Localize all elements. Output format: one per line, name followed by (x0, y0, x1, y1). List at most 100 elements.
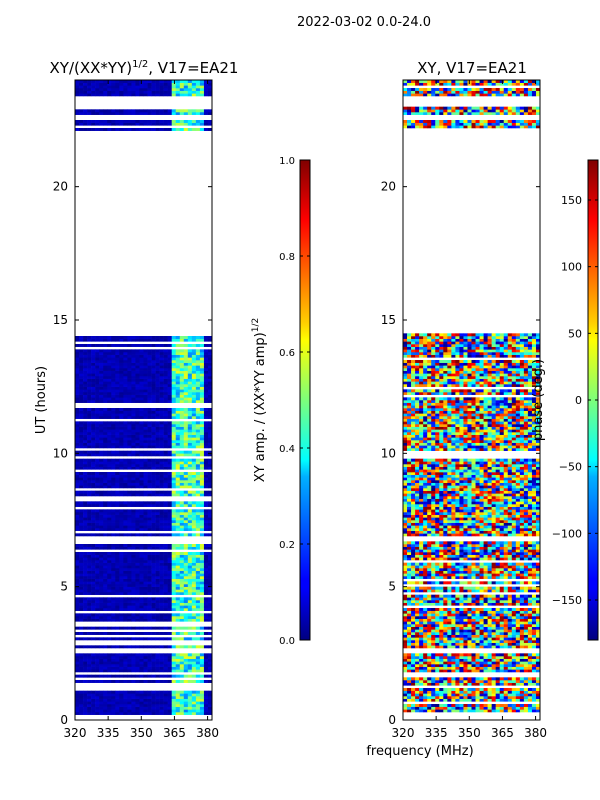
heatmap-cell (123, 392, 128, 395)
heatmap-cell (127, 466, 132, 470)
heatmap-cell (483, 698, 488, 702)
heatmap-cell (195, 520, 201, 523)
heatmap-cell (87, 570, 92, 574)
heatmap-cell (123, 514, 128, 518)
heatmap-cell (119, 602, 124, 606)
heatmap-cell (467, 642, 472, 646)
heatmap-cell (519, 696, 525, 699)
heatmap-cell (199, 666, 205, 670)
heatmap-cell (423, 632, 428, 635)
heatmap-cell (171, 546, 177, 550)
heatmap-cell (195, 82, 201, 86)
heatmap-cell (507, 698, 513, 702)
heatmap-cell (199, 602, 205, 606)
heatmap-cell (175, 349, 181, 353)
heatmap-cell (95, 466, 100, 470)
heatmap-cell (155, 562, 160, 566)
heatmap-cell (75, 354, 80, 358)
heatmap-cell (91, 512, 96, 515)
heatmap-cell (407, 669, 412, 673)
heatmap-cell (107, 474, 112, 478)
heatmap-cell (191, 557, 197, 561)
heatmap-cell (127, 485, 132, 489)
heatmap-cell (115, 552, 120, 555)
heatmap-cell (479, 658, 484, 662)
heatmap-cell (419, 706, 424, 710)
heatmap-cell (183, 576, 189, 579)
heatmap-cell (103, 413, 108, 417)
heatmap-cell (79, 80, 84, 83)
heatmap-cell (183, 354, 189, 358)
heatmap-cell (103, 704, 108, 707)
heatmap-cell (411, 698, 416, 702)
heatmap-cell (195, 472, 201, 475)
heatmap-cell (155, 589, 160, 593)
heatmap-cell (455, 634, 460, 638)
heatmap-cell (119, 82, 124, 86)
heatmap-cell (207, 552, 212, 555)
heatmap-cell (123, 578, 128, 582)
heatmap-cell (511, 637, 517, 641)
heatmap-cell (435, 653, 440, 657)
heatmap-cell (151, 93, 156, 97)
heatmap-cell (75, 464, 80, 467)
heatmap-cell (435, 642, 440, 646)
heatmap-cell (147, 440, 152, 443)
heatmap-cell (75, 450, 80, 454)
heatmap-cell (523, 640, 529, 643)
heatmap-cell (435, 637, 440, 641)
heatmap-cell (111, 533, 116, 537)
heatmap-cell (83, 336, 88, 339)
heatmap-cell (135, 376, 140, 379)
heatmap-cell (159, 645, 164, 649)
amplitude-colorbar-label: XY amp. / (XX*YY amp)1/2 (251, 318, 268, 482)
heatmap-cell (503, 632, 509, 635)
heatmap-cell (447, 634, 452, 638)
heatmap-cell (91, 445, 96, 449)
heatmap-cell (471, 634, 476, 638)
heatmap-cell (163, 701, 168, 705)
heatmap-cell (147, 608, 152, 611)
heatmap-cell (159, 509, 164, 513)
heatmap-cell (163, 336, 168, 339)
heatmap-cell (515, 680, 521, 683)
heatmap-cell (147, 410, 152, 414)
heatmap-cell (499, 658, 505, 662)
heatmap-cell (199, 458, 205, 462)
heatmap-cell (135, 528, 140, 531)
heatmap-cell (119, 437, 124, 441)
heatmap-cell (499, 653, 505, 657)
heatmap-cell (159, 493, 164, 497)
y-tick-label: 0 (60, 713, 68, 727)
heatmap-cell (199, 413, 205, 417)
heatmap-cell (143, 376, 148, 379)
heatmap-cell (203, 626, 209, 630)
heatmap-cell (115, 573, 120, 577)
heatmap-cell (111, 704, 116, 707)
heatmap-cell (167, 392, 173, 395)
heatmap-cell (187, 416, 193, 419)
heatmap-cell (111, 706, 116, 710)
heatmap-cell (487, 653, 492, 657)
heatmap-cell (179, 336, 185, 339)
heatmap-cell (95, 434, 100, 438)
heatmap-cell (87, 517, 92, 521)
heatmap-cell (171, 581, 177, 585)
heatmap-cell (131, 109, 136, 113)
heatmap-cell (139, 706, 144, 710)
heatmap-cell (107, 109, 112, 113)
heatmap-cell (175, 560, 181, 563)
heatmap-cell (187, 589, 193, 593)
heatmap-cell (127, 626, 132, 630)
heatmap-cell (179, 589, 185, 593)
heatmap-cell (95, 357, 100, 361)
heatmap-cell (119, 568, 124, 571)
heatmap-cell (143, 568, 148, 571)
heatmap-cell (119, 570, 124, 574)
heatmap-cell (75, 373, 80, 377)
heatmap-cell (135, 472, 140, 475)
heatmap-cell (147, 453, 152, 457)
heatmap-cell (103, 450, 108, 454)
heatmap-cell (95, 93, 100, 97)
heatmap-cell (167, 613, 173, 617)
